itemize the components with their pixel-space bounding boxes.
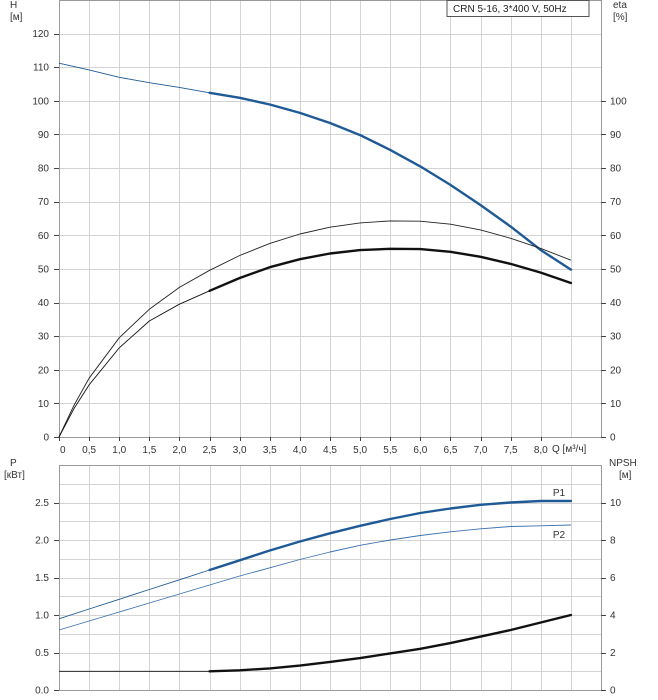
x-tick-label: 3,5 <box>263 445 277 456</box>
y-right-label-line1: eta <box>613 0 627 11</box>
x-tick-label: 4,5 <box>323 445 337 456</box>
y-right-tick-label: 0 <box>610 686 616 697</box>
x-tick-label: 7,5 <box>504 445 518 456</box>
x-tick-label: 7,0 <box>474 445 488 456</box>
y-right-tick-label: 2 <box>610 648 616 659</box>
power-npsh-panel: P1 P2 0.0 0.5 1.0 1.5 2.0 2.5 0 2 4 6 8 10 P [кВт] N… <box>4 458 637 697</box>
y-right-tick-label: 10 <box>610 498 622 509</box>
y-right-tick-label: 20 <box>610 365 622 376</box>
top-curves <box>58 62 573 438</box>
x-tick-label: 2,5 <box>203 445 217 456</box>
y-left-tick-label: 0.0 <box>35 686 49 697</box>
x-tick-label: 6,0 <box>413 445 427 456</box>
y-left-tick-label: 0 <box>43 433 49 444</box>
y-left-tick-label: 100 <box>32 96 49 107</box>
y-left-tick-label: 1.5 <box>35 573 49 584</box>
curve-thick <box>208 247 573 292</box>
legend: CRN 5-16, 3*400 V, 50Hz <box>446 0 590 17</box>
x-tick-label: 1,5 <box>142 445 156 456</box>
curve-thick <box>208 91 573 271</box>
y-left-tick-label: 0.5 <box>35 648 49 659</box>
y-left-tick-label: 30 <box>38 332 50 343</box>
series-label-p2: P2 <box>553 530 566 541</box>
curve-thin-p1 <box>58 569 210 620</box>
y-right-tick-label: 90 <box>610 130 622 141</box>
x-tick-label: 2,0 <box>172 445 186 456</box>
y-right-tick-label: 70 <box>610 197 622 208</box>
y-right-tick-label: 0 <box>610 433 616 444</box>
bottom-ticks: 0.0 0.5 1.0 1.5 2.0 2.5 0 2 4 6 8 10 <box>35 498 621 697</box>
y-left-tick-label: 90 <box>38 130 50 141</box>
y-left-tick-label: 10 <box>38 399 50 410</box>
legend-text: CRN 5-16, 3*400 V, 50Hz <box>453 4 567 15</box>
y-right-tick-label: 60 <box>610 231 622 242</box>
y-right-tick-label: 40 <box>610 298 622 309</box>
y-right-tick-label: 80 <box>610 164 622 175</box>
y-right-tick-label: 10 <box>610 399 622 410</box>
curve-thin-p2 <box>58 524 571 631</box>
y-left-tick-label: 2.5 <box>35 498 49 509</box>
y-left-tick-label: 40 <box>38 298 50 309</box>
x-tick-label: 4,0 <box>293 445 307 456</box>
y-left-tick-label: 110 <box>33 63 49 74</box>
legend-box <box>446 0 590 17</box>
curve-thin <box>58 62 210 94</box>
y-left-tick-label: 20 <box>38 365 50 376</box>
y-left-tick-label: 1.0 <box>35 611 49 622</box>
y-right-tick-label: 100 <box>610 96 627 107</box>
y-right-tick-label: 4 <box>610 611 616 622</box>
x-tick-label: 5,0 <box>353 445 367 456</box>
x-tick-label: 1,0 <box>112 445 126 456</box>
top-ticks: 0 10 20 30 40 50 60 70 80 90 100 110 120 0 10 20 30 40 50 6… <box>32 29 627 456</box>
curve-thin <box>58 290 210 438</box>
x-tick-label: 0,5 <box>82 445 96 456</box>
x-tick-label: 6,5 <box>443 445 457 456</box>
curve-thick-p1 <box>208 499 573 572</box>
y-left-tick-label: 80 <box>38 164 50 175</box>
curve-thick <box>208 613 573 673</box>
y-left-tick-label: 2.0 <box>35 536 49 547</box>
series-label-p1: P1 <box>553 488 566 499</box>
y-right-tick-label: 30 <box>610 332 622 343</box>
x-tick-label: 0 <box>60 445 66 456</box>
y-right-label-line2: [%] <box>613 12 628 23</box>
y-right-tick-label: 8 <box>610 536 616 547</box>
head-efficiency-panel: 0 10 20 30 40 50 60 70 80 90 100 110 120 0 10 20 30 40 50 6… <box>10 0 628 456</box>
p-axis-label-line1: P <box>10 458 17 469</box>
npsh-axis-label-line1: NPSH <box>609 458 637 469</box>
y-right-tick-label: 6 <box>610 573 616 584</box>
y-left-label-line1: H <box>10 0 17 11</box>
x-tick-label: 8,0 <box>534 445 548 456</box>
y-left-label-line2: [м] <box>10 12 23 23</box>
bottom-grid <box>59 465 602 691</box>
x-axis-label: Q [м³/ч] <box>552 444 587 455</box>
p-axis-label-line2: [кВт] <box>4 470 25 481</box>
bottom-curves: P1 P2 <box>58 488 573 673</box>
y-right-tick-label: 50 <box>610 264 622 275</box>
y-left-tick-label: 120 <box>32 29 49 40</box>
npsh-axis-label-line2: [м] <box>619 470 632 481</box>
x-tick-label: 3,0 <box>233 445 247 456</box>
curve-thin <box>58 220 572 438</box>
y-left-tick-label: 60 <box>38 231 50 242</box>
top-grid <box>59 0 602 438</box>
y-left-tick-label: 70 <box>38 197 50 208</box>
x-tick-label: 5,5 <box>383 445 397 456</box>
y-left-tick-label: 50 <box>38 264 50 275</box>
